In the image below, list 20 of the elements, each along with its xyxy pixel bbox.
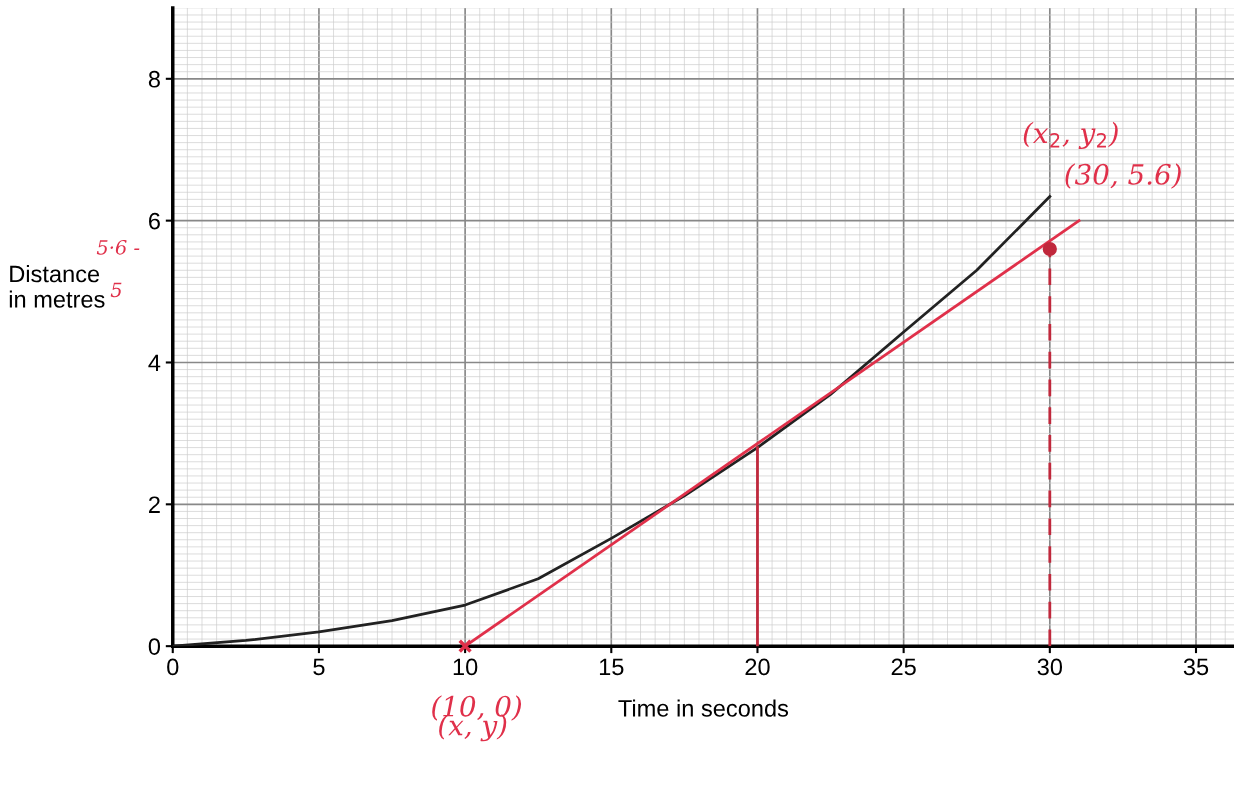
x-tick-label: 10 [453, 658, 478, 676]
annotation: (30, 5.6) [1065, 163, 1181, 189]
x-tick-label: 25 [891, 658, 916, 676]
text: 5·6 - [96, 239, 140, 255]
y-axis-title: Distance in metres [9, 265, 105, 308]
text: 5 [110, 282, 122, 298]
y-tick-label: 4 [148, 354, 161, 372]
annotation: (x$_{2}$, y$_{2}$) [1023, 121, 1118, 150]
y-tick-label: 8 [148, 70, 160, 88]
y-tick-label: 2 [149, 496, 160, 513]
x-axis-title: Time in seconds [618, 699, 789, 717]
x-tick-label: 0 [167, 658, 179, 676]
x-tick-label: 20 [745, 658, 770, 676]
x-tick-label: 35 [1183, 658, 1209, 676]
y-tick-label: 6 [149, 212, 160, 230]
line-series [172, 195, 1052, 647]
x-tick-label: 5 [313, 658, 325, 676]
x-tick-label: 30 [1037, 658, 1063, 676]
x-tick-label: 15 [599, 658, 624, 676]
y-tick-label: 0 [148, 638, 161, 655]
